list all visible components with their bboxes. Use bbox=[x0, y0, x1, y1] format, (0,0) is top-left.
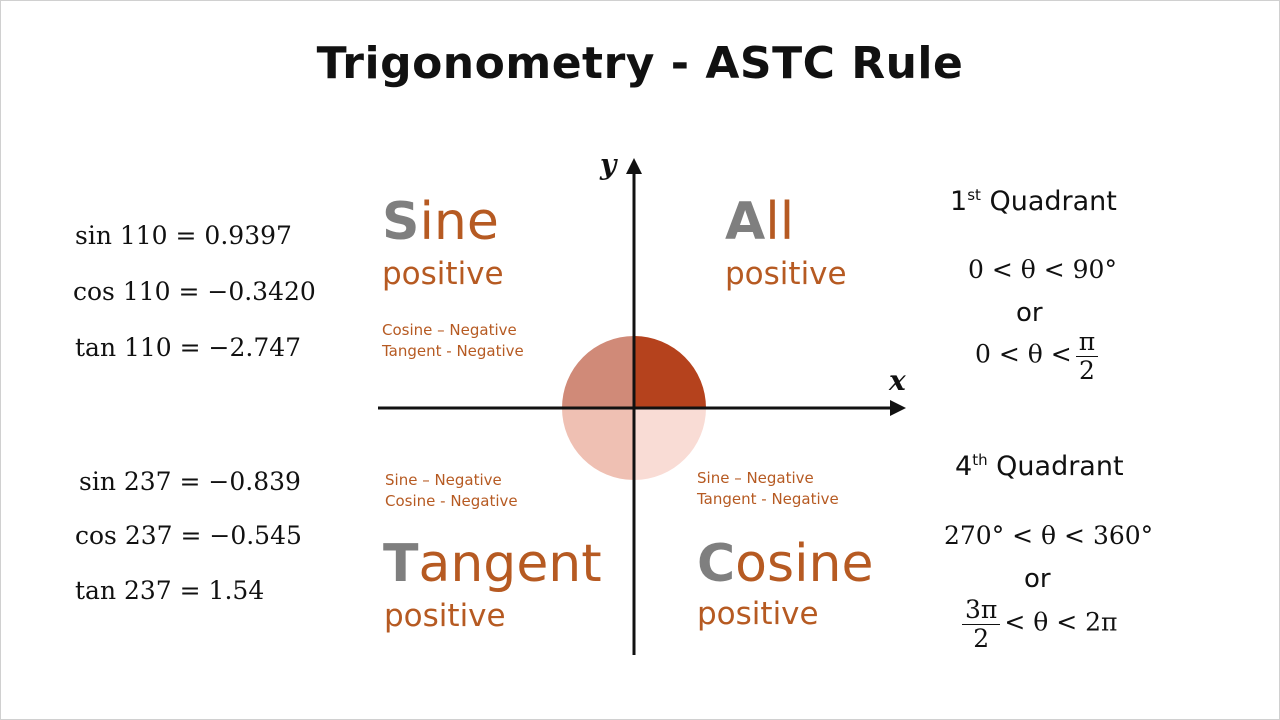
fraction-denominator: 2 bbox=[1078, 355, 1095, 385]
sin-110-equation: sin 110 = 0.9397 bbox=[75, 221, 292, 250]
first-quadrant-or: or bbox=[1016, 298, 1043, 328]
q1-first-letter: A bbox=[725, 192, 766, 252]
first-quadrant-degree-range: 0 < θ < 90° bbox=[968, 255, 1117, 284]
q3-title-rest: angent bbox=[418, 534, 602, 594]
fraction-numerator: π bbox=[1075, 328, 1099, 357]
first-quadrant-radian-range: 0 < θ < π 2 bbox=[975, 328, 1102, 384]
q1-title: All bbox=[725, 196, 794, 248]
q2-title: Sine bbox=[382, 196, 499, 248]
q3-first-letter: T bbox=[383, 534, 419, 594]
q1-sector bbox=[634, 336, 706, 408]
fourth-quadrant-heading: 4th Quadrant bbox=[955, 451, 1124, 482]
sin-237-equation: sin 237 = −0.839 bbox=[79, 467, 301, 496]
first-quadrant-text: Quadrant bbox=[980, 186, 1117, 217]
q3-note-cosine: Cosine - Negative bbox=[385, 492, 518, 510]
q4-title-rest: osine bbox=[735, 534, 874, 594]
q2-note-tangent: Tangent - Negative bbox=[382, 342, 524, 360]
fourth-quadrant-degree-range: 270° < θ < 360° bbox=[944, 521, 1154, 550]
fourth-quadrant-radian-right: < θ < 2π bbox=[1004, 607, 1118, 637]
q4-sector bbox=[634, 408, 706, 480]
fourth-quadrant-or: or bbox=[1024, 564, 1051, 594]
fraction-numerator: 3π bbox=[962, 596, 1001, 625]
q2-note-cosine: Cosine – Negative bbox=[382, 321, 517, 339]
first-quadrant-heading: 1st Quadrant bbox=[950, 186, 1117, 217]
tan-237-equation: tan 237 = 1.54 bbox=[75, 576, 265, 605]
cos-110-equation: cos 110 = −0.3420 bbox=[73, 277, 316, 306]
q4-title: Cosine bbox=[697, 538, 873, 590]
first-quadrant-suffix: st bbox=[967, 186, 981, 204]
y-axis-label: y bbox=[600, 148, 617, 181]
q3-note-sine: Sine – Negative bbox=[385, 471, 502, 489]
q4-note-sine: Sine – Negative bbox=[697, 469, 814, 487]
x-axis-label: x bbox=[889, 364, 906, 397]
q4-notes: Sine – Negative Tangent - Negative bbox=[697, 468, 839, 510]
fourth-quadrant-number: 4 bbox=[955, 451, 973, 482]
q3-title: Tangent bbox=[383, 538, 602, 590]
q1-title-rest: ll bbox=[765, 192, 795, 252]
q3-positive-label: positive bbox=[384, 598, 506, 634]
first-quadrant-radian-left: 0 < θ < bbox=[975, 339, 1072, 369]
q2-first-letter: S bbox=[382, 192, 420, 252]
q4-positive-label: positive bbox=[697, 596, 819, 632]
q2-sector bbox=[562, 336, 634, 408]
tan-110-equation: tan 110 = −2.747 bbox=[75, 333, 302, 362]
q2-title-rest: ine bbox=[419, 192, 499, 252]
fourth-quadrant-suffix: th bbox=[972, 451, 988, 469]
three-pi-over-2-fraction: 3π 2 bbox=[962, 596, 1001, 653]
q1-positive-label: positive bbox=[725, 256, 847, 292]
q2-notes: Cosine – Negative Tangent - Negative bbox=[382, 320, 524, 362]
cos-237-equation: cos 237 = −0.545 bbox=[75, 521, 302, 550]
x-axis-arrow bbox=[890, 400, 906, 416]
fraction-denominator: 2 bbox=[973, 623, 990, 653]
page-title: Trigonometry - ASTC Rule bbox=[316, 38, 964, 89]
fourth-quadrant-radian-range: 3π 2 < θ < 2π bbox=[958, 596, 1117, 652]
q3-sector bbox=[562, 408, 634, 480]
fourth-quadrant-text: Quadrant bbox=[987, 451, 1124, 482]
first-quadrant-number: 1 bbox=[950, 186, 968, 217]
y-axis-arrow bbox=[626, 158, 642, 174]
q3-notes: Sine – Negative Cosine - Negative bbox=[385, 470, 518, 512]
q4-first-letter: C bbox=[697, 534, 736, 594]
q4-note-tangent: Tangent - Negative bbox=[697, 490, 839, 508]
q2-positive-label: positive bbox=[382, 256, 504, 292]
